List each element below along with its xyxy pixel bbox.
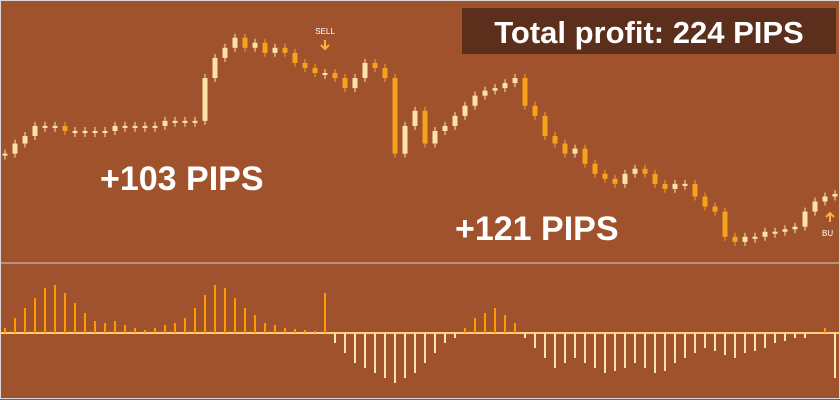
candle-body: [202, 78, 208, 121]
candle-body: [302, 62, 308, 68]
candle-body: [22, 136, 28, 144]
candle-body: [62, 125, 68, 131]
candle-body: [2, 153, 8, 156]
candle-body: [182, 120, 188, 123]
candle-body: [102, 130, 108, 133]
candle-body: [152, 125, 158, 128]
candle-body: [332, 73, 338, 79]
profit-annotation: +121 PIPS: [455, 210, 619, 248]
candle-body: [112, 125, 118, 131]
candle-body: [592, 163, 598, 174]
candle-body: [272, 47, 278, 53]
candle-body: [402, 125, 408, 154]
candle-body: [822, 196, 828, 202]
candle-body: [522, 78, 528, 106]
candle-body: [192, 120, 198, 123]
candle-body: [52, 125, 58, 128]
candle-body: [812, 201, 818, 212]
candle-body: [292, 52, 298, 63]
candle-body: [432, 130, 438, 144]
candle-body: [422, 110, 428, 144]
candle-body: [772, 231, 778, 234]
candle-body: [92, 130, 98, 133]
candle-body: [142, 125, 148, 128]
candle-body: [512, 78, 518, 84]
candle-body: [732, 236, 738, 242]
candle-body: [412, 110, 418, 126]
candle-body: [382, 67, 388, 79]
candle-body: [472, 95, 478, 106]
candle-body: [722, 211, 728, 237]
candle-body: [342, 78, 348, 89]
candle-body: [12, 143, 18, 154]
candle-body: [232, 37, 238, 48]
candle-body: [42, 125, 48, 128]
candle-body: [502, 83, 508, 89]
candle-body: [162, 120, 168, 126]
candle-body: [322, 73, 328, 75]
candle-body: [782, 229, 788, 232]
candle-body: [632, 168, 638, 174]
candle-body: [682, 183, 688, 186]
candle-body: [262, 42, 268, 53]
candle-body: [532, 105, 538, 116]
candle-body: [492, 88, 498, 91]
candle-body: [582, 148, 588, 164]
candle-body: [442, 125, 448, 131]
candle-body: [752, 236, 758, 239]
candle-body: [462, 105, 468, 116]
marks: [2, 33, 838, 383]
candle-body: [742, 236, 748, 242]
candle-body: [242, 37, 248, 48]
candle-body: [832, 193, 838, 197]
candle-body: [32, 125, 38, 136]
candle-body: [392, 78, 398, 154]
sell-arrow: [320, 40, 330, 51]
buy-arrow: [825, 211, 835, 222]
candle-body: [212, 57, 218, 79]
candle-body: [602, 173, 608, 179]
candle-body: [172, 120, 178, 123]
candle-body: [132, 125, 138, 128]
candle-body: [622, 173, 628, 184]
candle-body: [652, 173, 658, 184]
candle-body: [802, 211, 808, 227]
candle-body: [122, 125, 128, 128]
candle-body: [362, 62, 368, 79]
candle-body: [702, 196, 708, 207]
candle-body: [222, 47, 228, 58]
candle-body: [552, 136, 558, 144]
candle-body: [352, 78, 358, 89]
candle-body: [672, 183, 678, 189]
candle-body: [82, 130, 88, 133]
candle-body: [252, 42, 258, 48]
candle-body: [562, 143, 568, 154]
candle-body: [662, 183, 668, 189]
candle-body: [692, 183, 698, 197]
candle-body: [762, 231, 768, 237]
candle-body: [712, 206, 718, 212]
candle-body: [282, 47, 288, 53]
profit-annotation: +103 PIPS: [100, 160, 264, 198]
buy-label: BU: [822, 229, 833, 238]
sell-label: SELL: [315, 27, 335, 36]
candle-body: [482, 90, 488, 96]
total-profit: Total profit: 224 PIPS: [494, 15, 803, 50]
candle-body: [792, 226, 798, 230]
candle-body: [452, 115, 458, 126]
candle-body: [372, 62, 378, 68]
candle-body: [612, 178, 618, 184]
candle-body: [72, 130, 78, 133]
candle-body: [312, 67, 318, 73]
candle-body: [642, 168, 648, 174]
candle-body: [542, 115, 548, 136]
candle-body: [572, 148, 578, 154]
profit-box: [462, 8, 836, 54]
